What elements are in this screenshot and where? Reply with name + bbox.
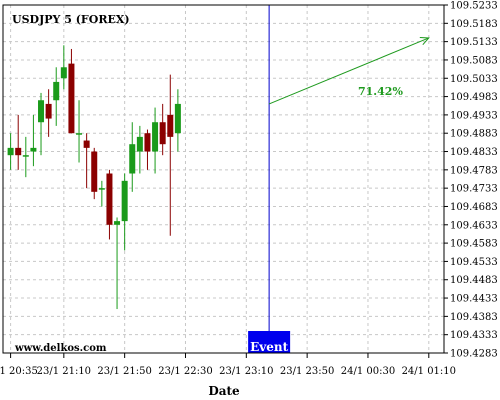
y-axis: 109.5233 109.5183 109.5133 109.5083 109.5033… <box>444 1 498 360</box>
projection-arrow-head <box>419 36 430 46</box>
y-tick-label: 109.4583 <box>450 239 498 250</box>
y-tick-label: 109.5083 <box>450 55 498 66</box>
y-tick-label: 109.5133 <box>450 37 498 48</box>
chart-title: USDJPY 5 (FOREX) <box>12 13 130 26</box>
y-tick-label: 109.4683 <box>450 202 498 213</box>
projection-label: 71.42% <box>358 85 403 98</box>
y-tick-label: 109.4983 <box>450 92 498 103</box>
candle-body <box>98 188 105 190</box>
candle-body <box>91 151 98 192</box>
y-tick-label: 109.4483 <box>450 275 498 286</box>
y-tick-label: 109.4833 <box>450 147 498 158</box>
candle-body <box>144 133 151 152</box>
candle-body <box>106 173 113 225</box>
y-tick-label: 109.4433 <box>450 294 498 305</box>
event-box <box>248 331 291 353</box>
candle-body <box>174 103 181 134</box>
y-tick-label: 109.4533 <box>450 257 498 268</box>
candle-body <box>129 144 136 174</box>
candle-body <box>152 122 159 152</box>
candle-body <box>22 155 29 157</box>
candle-body <box>159 122 166 145</box>
watermark: www.delkos.com <box>14 343 107 354</box>
x-tick-label: 23/1 23:10 <box>219 366 273 377</box>
candle-body <box>83 140 90 148</box>
y-tick-label: 109.5033 <box>450 74 498 85</box>
candle-body <box>167 114 174 137</box>
event-label: Event <box>250 340 288 354</box>
x-tick-label: 24/1 01:10 <box>402 366 456 377</box>
grid <box>3 4 444 354</box>
y-tick-label: 109.4333 <box>450 330 498 341</box>
x-tick-label: 23/1 22:30 <box>158 366 212 377</box>
candle-body <box>136 136 143 152</box>
candle-body <box>7 147 14 156</box>
candle-body <box>53 81 60 101</box>
projection-arrow <box>268 37 429 105</box>
candle-body <box>68 63 75 134</box>
y-tick-label: 109.4733 <box>450 184 498 195</box>
y-tick-label: 109.4633 <box>450 220 498 231</box>
candle-body <box>30 147 37 152</box>
candle-body <box>76 133 83 135</box>
x-tick-label: 23/1 23:50 <box>280 366 334 377</box>
y-tick-label: 109.4883 <box>450 129 498 140</box>
candles <box>7 45 181 310</box>
y-tick-label: 109.4283 <box>450 349 498 360</box>
x-tick-label: 24/1 00:30 <box>341 366 395 377</box>
x-axis-label: Date <box>208 384 240 398</box>
y-tick-label: 109.4783 <box>450 165 498 176</box>
candle-body <box>60 67 67 79</box>
candle-body <box>15 147 22 156</box>
candle-body <box>121 180 128 222</box>
x-tick-label: 23/1 21:10 <box>37 366 91 377</box>
candle-body <box>114 221 121 225</box>
candle-body <box>45 103 52 119</box>
x-tick-label: 23/1 21:50 <box>97 366 151 377</box>
y-tick-label: 109.4933 <box>450 110 498 121</box>
plot-frame <box>2 4 445 354</box>
x-tick-label: 23/1 20:35 <box>0 366 38 377</box>
y-tick-label: 109.4383 <box>450 312 498 323</box>
candle-body <box>38 100 45 123</box>
y-tick-label: 109.5183 <box>450 19 498 30</box>
y-tick-label: 109.5233 <box>450 1 498 12</box>
